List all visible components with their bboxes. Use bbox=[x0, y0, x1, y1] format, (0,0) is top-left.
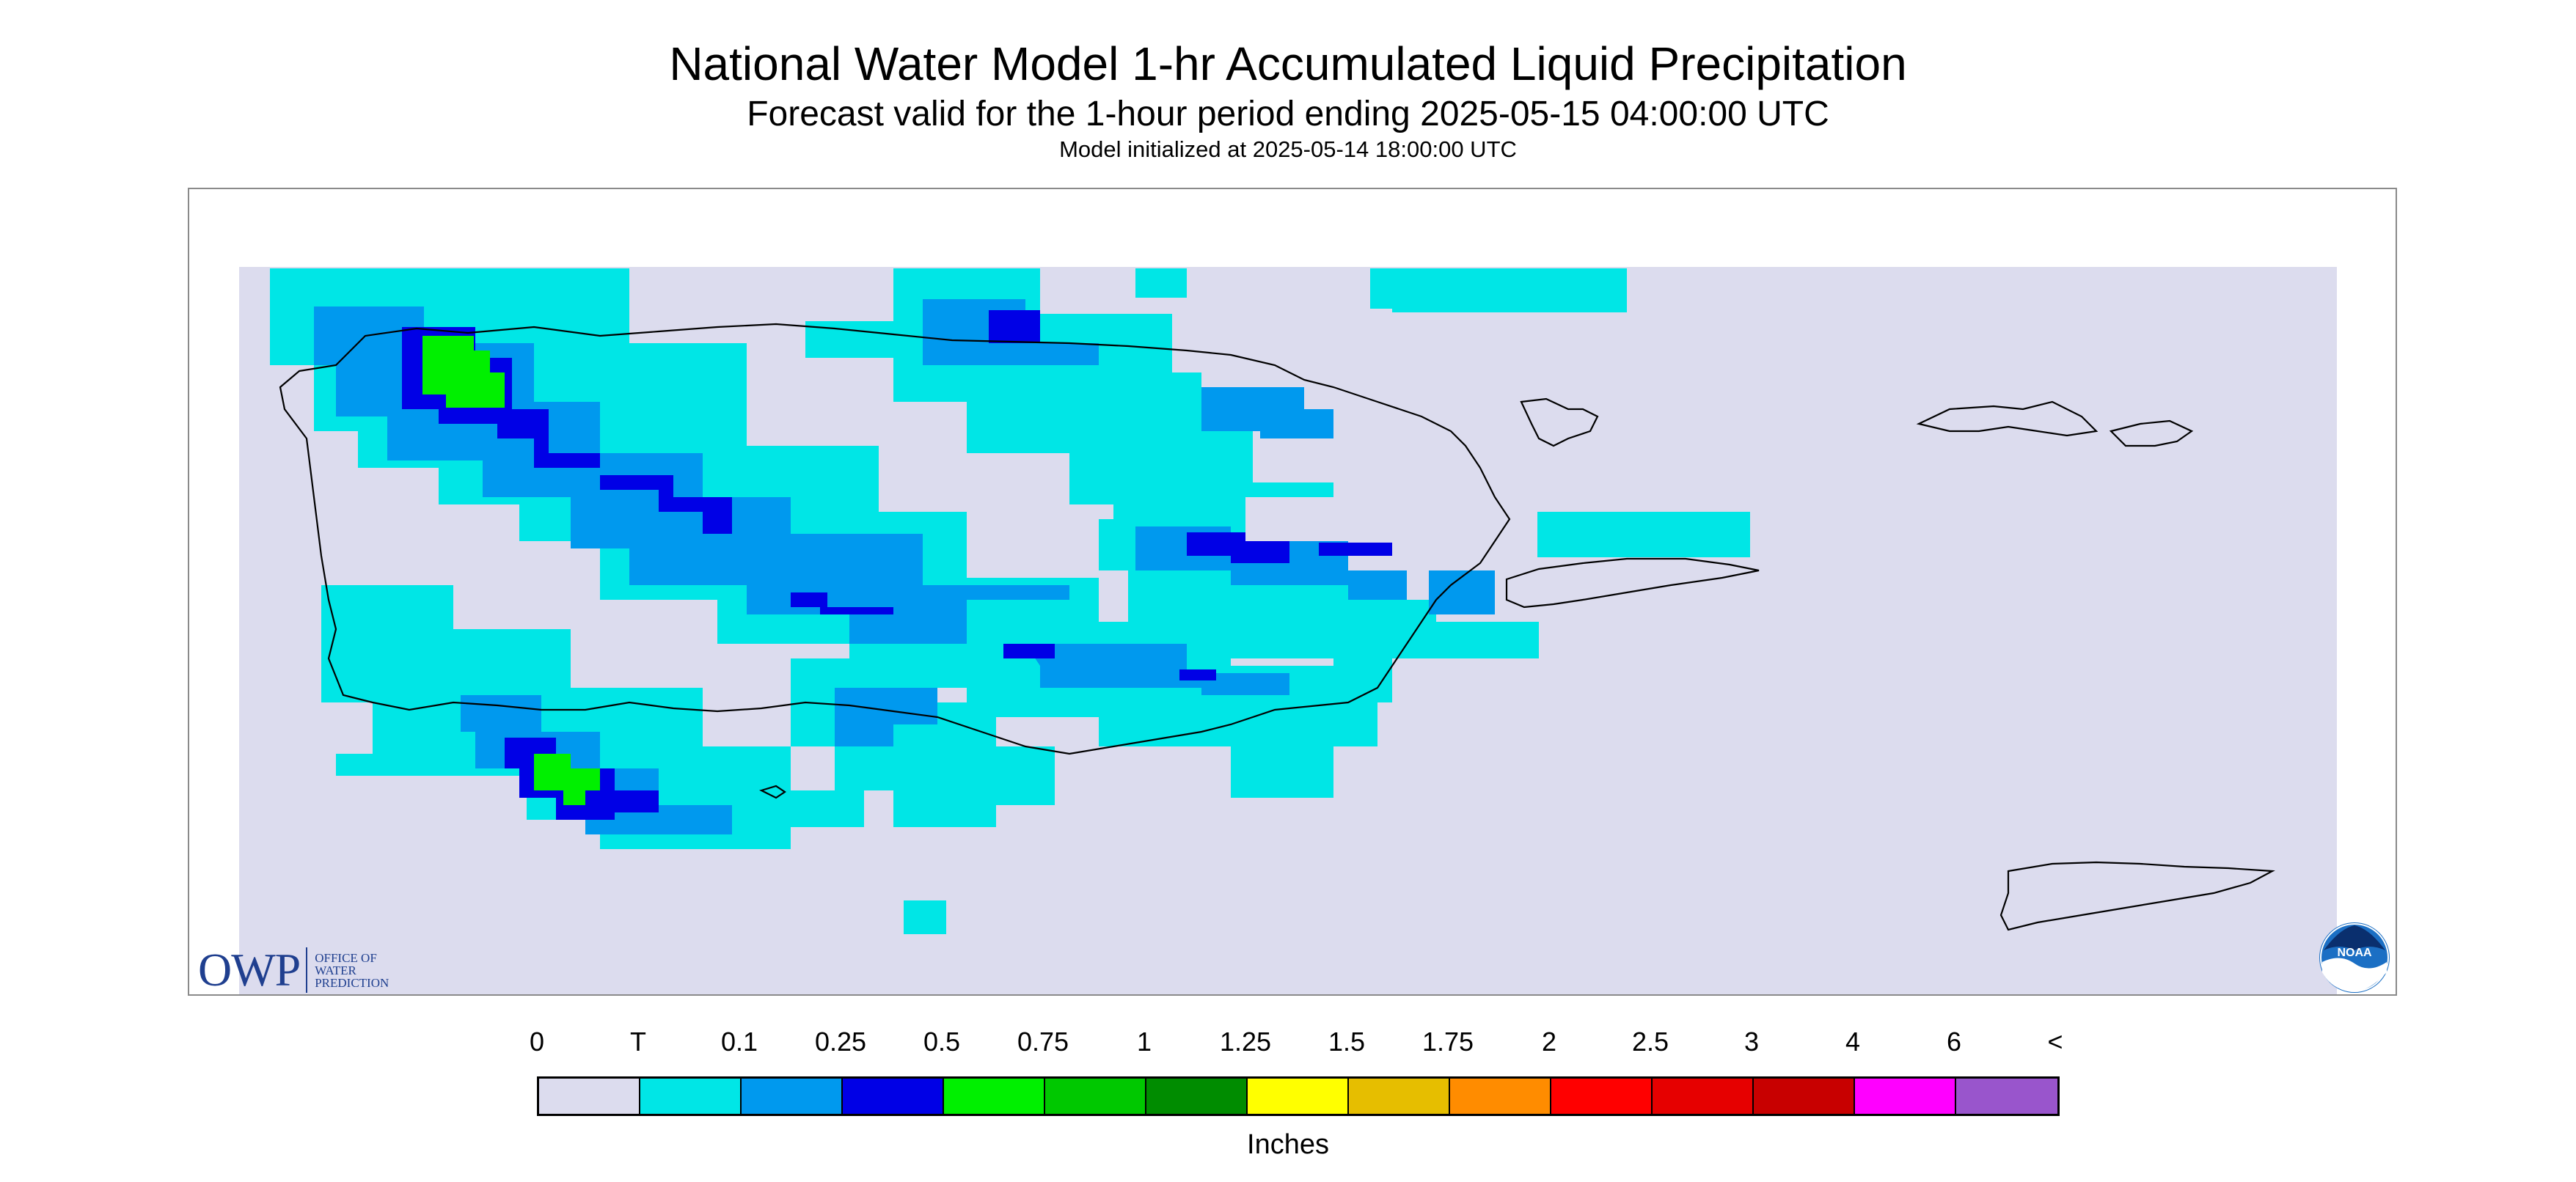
legend-swatch bbox=[944, 1079, 1045, 1114]
band-0-25-mid bbox=[791, 592, 893, 614]
legend-swatch bbox=[1450, 1079, 1551, 1114]
legend-colorbar bbox=[537, 1076, 2060, 1116]
legend-label: 2 bbox=[1541, 1027, 1557, 1057]
band-0-25-east2 bbox=[1319, 543, 1392, 556]
legend-label: 0 bbox=[529, 1027, 545, 1057]
coast-vieques bbox=[1505, 557, 1760, 609]
band-0-1-ne-blob bbox=[1201, 387, 1333, 438]
legend-label: 6 bbox=[1946, 1027, 1962, 1057]
trace-top-strip bbox=[321, 268, 629, 299]
legend-label: 1.25 bbox=[1219, 1027, 1272, 1057]
band-0-1-east2 bbox=[1429, 570, 1495, 614]
map-subtitle: Forecast valid for the 1-hour period end… bbox=[747, 95, 1829, 133]
legend-swatch bbox=[539, 1079, 640, 1114]
owp-logo-line: OFFICE OF bbox=[315, 950, 377, 965]
legend-swatch bbox=[1855, 1079, 1956, 1114]
legend-label: 0.25 bbox=[814, 1027, 867, 1057]
owp-logo-words: OFFICE OF WATER PREDICTION bbox=[315, 952, 389, 989]
trace-box-islands bbox=[1537, 512, 1750, 557]
coast-mona bbox=[759, 785, 786, 799]
map-title: National Water Model 1-hr Accumulated Li… bbox=[669, 37, 1907, 90]
coast-culebra bbox=[1520, 397, 1599, 447]
band-0-25-se1 bbox=[1003, 644, 1055, 658]
owp-logo-mark: OWP bbox=[198, 944, 301, 996]
legend-label: 0.1 bbox=[720, 1027, 758, 1057]
trace-box-south bbox=[904, 900, 946, 934]
legend-label: 3 bbox=[1743, 1027, 1760, 1057]
band-0-25-se2 bbox=[1179, 669, 1216, 680]
legend-swatch bbox=[843, 1079, 944, 1114]
coast-st-john bbox=[2109, 419, 2194, 447]
legend-units: Inches bbox=[1247, 1129, 1329, 1160]
legend-swatch bbox=[1146, 1079, 1248, 1114]
legend-swatch bbox=[1349, 1079, 1450, 1114]
model-init-text: Model initialized at 2025-05-14 18:00:00… bbox=[1059, 136, 1517, 162]
legend-label: < bbox=[2047, 1027, 2063, 1057]
owp-logo-line: WATER bbox=[315, 963, 356, 977]
trace-box-north bbox=[1135, 268, 1187, 298]
legend-label: T bbox=[630, 1027, 646, 1057]
owp-logo-line: PREDICTION bbox=[315, 975, 389, 990]
trace-south-west bbox=[321, 585, 864, 849]
trace-box-northeast bbox=[1392, 268, 1627, 312]
legend-label: 1.75 bbox=[1421, 1027, 1474, 1057]
band-0-25-east bbox=[1187, 532, 1289, 563]
legend-label: 1.5 bbox=[1328, 1027, 1366, 1057]
band-0-25-north bbox=[989, 310, 1040, 343]
band-0-1-se bbox=[1025, 644, 1289, 695]
legend-swatch bbox=[1956, 1079, 2057, 1114]
legend-swatch bbox=[1754, 1079, 1855, 1114]
band-0-5-south bbox=[534, 754, 600, 805]
legend-label: 0.5 bbox=[923, 1027, 961, 1057]
coast-st-croix bbox=[1999, 861, 2275, 931]
legend-swatch bbox=[1551, 1079, 1653, 1114]
noaa-logo: NOAA bbox=[2318, 921, 2391, 998]
legend-label: 4 bbox=[1845, 1027, 1861, 1057]
legend-swatch bbox=[1248, 1079, 1349, 1114]
legend-swatch bbox=[640, 1079, 742, 1114]
noaa-logo-icon: NOAA bbox=[2319, 922, 2390, 993]
legend-labels: 0 T 0.1 0.25 0.5 0.75 1 1.25 1.5 1.75 2 2.5 3 4 6 < bbox=[0, 1027, 2576, 1063]
precipitation-map bbox=[188, 188, 2397, 996]
band-0-1-centre bbox=[835, 688, 937, 746]
legend-label: 0.75 bbox=[1017, 1027, 1069, 1057]
band-0-1-south bbox=[461, 695, 732, 834]
legend-label: 1 bbox=[1136, 1027, 1152, 1057]
legend-swatch bbox=[1653, 1079, 1754, 1114]
coast-st-thomas bbox=[1916, 400, 2099, 437]
coast-puerto-rico bbox=[279, 323, 1511, 755]
owp-logo: OWP OFFICE OF WATER PREDICTION bbox=[198, 943, 389, 997]
legend-swatch bbox=[742, 1079, 843, 1114]
band-0-5-west bbox=[422, 336, 505, 408]
precipitation-map-canvas bbox=[239, 267, 2337, 994]
precip-0-5-areas bbox=[422, 336, 600, 805]
owp-logo-divider bbox=[306, 947, 308, 993]
legend-swatch bbox=[1045, 1079, 1146, 1114]
noaa-logo-text: NOAA bbox=[2337, 947, 2372, 959]
coastlines bbox=[279, 323, 2275, 931]
legend-label: 2.5 bbox=[1631, 1027, 1669, 1057]
